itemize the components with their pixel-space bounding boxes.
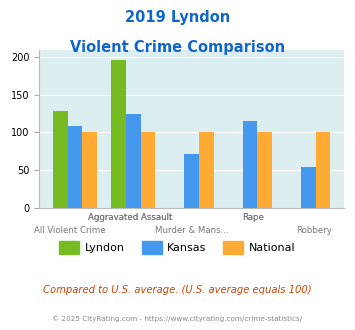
Text: © 2025 CityRating.com - https://www.cityrating.com/crime-statistics/: © 2025 CityRating.com - https://www.city…: [53, 315, 302, 322]
Bar: [199, 132, 214, 208]
Text: Compared to U.S. average. (U.S. average equals 100): Compared to U.S. average. (U.S. average …: [43, 285, 312, 295]
Bar: [111, 60, 126, 208]
Text: Violent Crime Comparison: Violent Crime Comparison: [70, 40, 285, 54]
Legend: Lyndon, Kansas, National: Lyndon, Kansas, National: [55, 237, 300, 258]
Text: Rape: Rape: [242, 213, 264, 222]
Bar: [82, 132, 97, 208]
Bar: [126, 114, 141, 208]
Bar: [301, 167, 316, 208]
Text: Rape: Rape: [242, 213, 264, 222]
Text: Murder & Mans...: Murder & Mans...: [155, 226, 229, 235]
Bar: [184, 153, 199, 208]
Text: Robbery: Robbery: [296, 226, 332, 235]
Bar: [141, 132, 155, 208]
Text: Aggravated Assault: Aggravated Assault: [88, 213, 173, 222]
Bar: [257, 132, 272, 208]
Bar: [243, 121, 257, 208]
Bar: [67, 126, 82, 208]
Text: 2019 Lyndon: 2019 Lyndon: [125, 10, 230, 25]
Text: Aggravated Assault: Aggravated Assault: [88, 213, 173, 222]
Bar: [53, 111, 67, 208]
Text: All Violent Crime: All Violent Crime: [34, 226, 105, 235]
Bar: [316, 132, 331, 208]
